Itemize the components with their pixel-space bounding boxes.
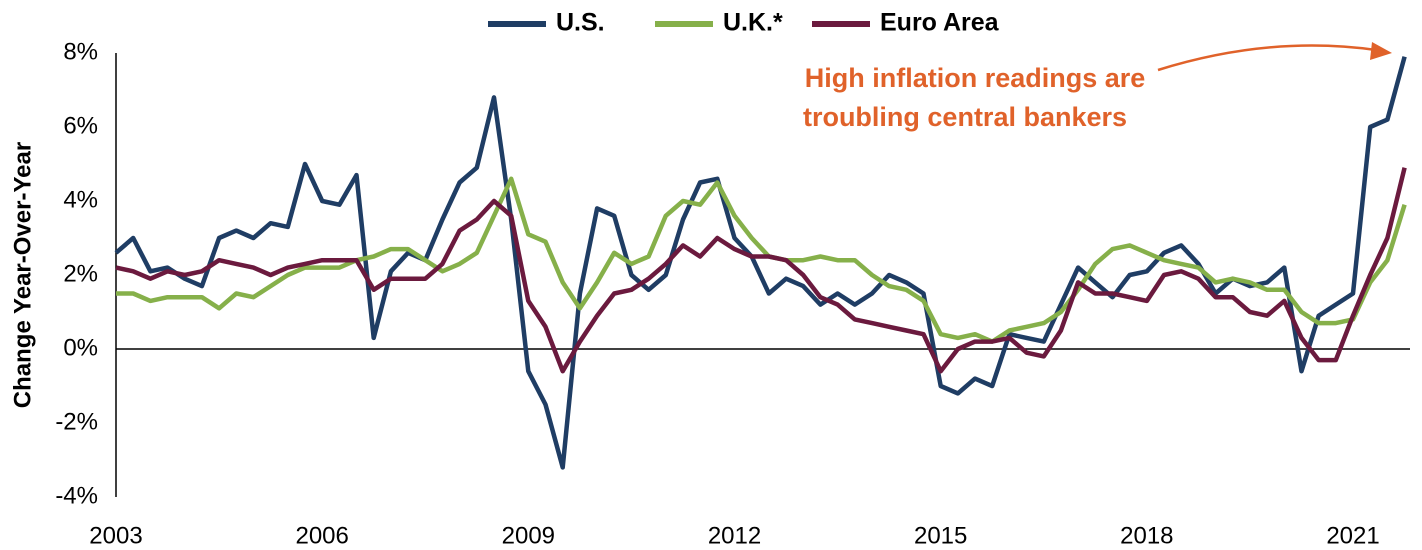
legend-label: Euro Area xyxy=(880,9,1000,37)
y-axis-label: Change Year-Over-Year xyxy=(9,142,36,408)
x-tick-label: 2012 xyxy=(708,522,761,549)
x-tick-label: 2021 xyxy=(1326,522,1379,549)
x-tick-label: 2006 xyxy=(295,522,348,549)
y-tick-label: -4% xyxy=(55,482,98,509)
arrow-head xyxy=(1370,42,1392,60)
series-line xyxy=(116,176,1407,344)
y-tick-label: 6% xyxy=(63,112,98,139)
series-line xyxy=(114,56,1407,470)
y-tick-label: 0% xyxy=(63,334,98,361)
x-tick-label: 2009 xyxy=(502,522,555,549)
annotation-arrow xyxy=(1157,44,1377,72)
annotation: troubling central bankers xyxy=(803,102,1127,132)
y-tick-label: -2% xyxy=(55,408,98,435)
legend-label: U.K.* xyxy=(723,9,783,37)
x-tick-label: 2003 xyxy=(89,522,142,549)
annotation: High inflation readings are xyxy=(805,63,1146,93)
y-tick-label: 4% xyxy=(63,186,98,213)
legend-label: U.S. xyxy=(556,9,605,37)
x-tick-label: 2015 xyxy=(914,522,967,549)
y-tick-label: 8% xyxy=(63,38,98,65)
x-tick-label: 2018 xyxy=(1120,522,1173,549)
series-line xyxy=(115,167,1407,374)
y-tick-label: 2% xyxy=(63,260,98,287)
